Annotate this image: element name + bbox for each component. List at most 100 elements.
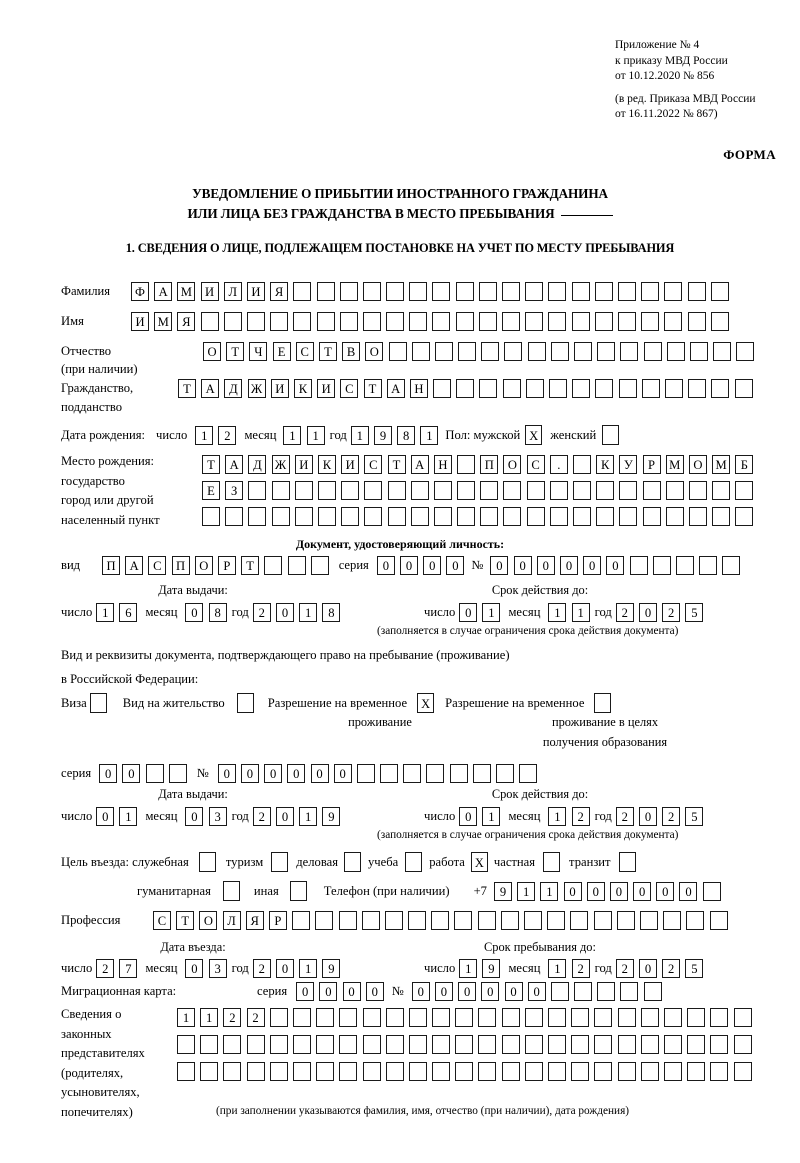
- surname-boxes-cell[interactable]: А: [154, 282, 173, 301]
- migration-series-boxes-cell[interactable]: 0: [319, 982, 338, 1001]
- birthplace-boxes-1-cell[interactable]: У: [619, 455, 638, 474]
- identity-kind-boxes-cell[interactable]: Р: [217, 556, 236, 575]
- profession-boxes-cell[interactable]: [292, 911, 311, 930]
- birthplace-boxes-2-cell[interactable]: [364, 481, 383, 500]
- citizenship-boxes-cell[interactable]: А: [386, 379, 405, 398]
- stay-number-boxes-cell[interactable]: 0: [240, 764, 259, 783]
- birthplace-boxes-3-cell[interactable]: [688, 507, 707, 526]
- migration-number-boxes-cell[interactable]: [643, 982, 662, 1001]
- stay-number-boxes-cell[interactable]: [356, 764, 375, 783]
- patronymic-boxes-cell[interactable]: [643, 342, 662, 361]
- representatives-boxes-2-cell[interactable]: [687, 1035, 706, 1054]
- migration-number-boxes-cell[interactable]: [597, 982, 616, 1001]
- representatives-boxes-2-cell[interactable]: [385, 1035, 404, 1054]
- birthplace-boxes-1-cell[interactable]: Н: [433, 455, 452, 474]
- identity-kind-boxes-cell[interactable]: [287, 556, 306, 575]
- representatives-boxes-3-cell[interactable]: [408, 1062, 427, 1081]
- profession-boxes-cell[interactable]: [547, 911, 566, 930]
- patronymic-boxes-cell[interactable]: [736, 342, 755, 361]
- surname-boxes-cell[interactable]: Я: [270, 282, 289, 301]
- stay-number-boxes-cell[interactable]: [426, 764, 445, 783]
- surname-boxes-cell[interactable]: [687, 282, 706, 301]
- migration-number-boxes-cell[interactable]: [620, 982, 639, 1001]
- representatives-boxes-3-cell[interactable]: [246, 1062, 265, 1081]
- birthplace-boxes-1-cell[interactable]: А: [410, 455, 429, 474]
- stay-series-boxes-cell[interactable]: 0: [99, 764, 118, 783]
- phone-boxes-cell[interactable]: 0: [563, 881, 582, 901]
- representatives-boxes-3-cell[interactable]: [455, 1062, 474, 1081]
- firstname-boxes-cell[interactable]: [293, 312, 312, 331]
- birthplace-boxes-3-cell[interactable]: [387, 507, 406, 526]
- phone-boxes-cell[interactable]: 1: [540, 881, 559, 901]
- representatives-boxes-3-cell[interactable]: [710, 1062, 729, 1081]
- birthplace-boxes-3-cell[interactable]: [294, 507, 313, 526]
- identity-kind-boxes-cell[interactable]: [310, 556, 329, 575]
- patronymic-boxes-cell[interactable]: Т: [226, 342, 245, 361]
- stay-until-year-boxes-cell[interactable]: 2: [615, 959, 634, 978]
- patronymic-boxes-cell[interactable]: [689, 342, 708, 361]
- birthdate-year-boxes-cell[interactable]: 8: [397, 425, 416, 445]
- surname-boxes-cell[interactable]: Ф: [131, 282, 149, 301]
- citizenship-boxes-cell[interactable]: Т: [363, 379, 382, 398]
- representatives-boxes-2-cell[interactable]: [617, 1035, 636, 1054]
- birthplace-boxes-2-cell[interactable]: [735, 481, 754, 500]
- firstname-boxes-cell[interactable]: М: [154, 312, 173, 331]
- phone-boxes-cell[interactable]: 9: [493, 881, 512, 901]
- identity-kind-boxes-cell[interactable]: П: [102, 556, 120, 575]
- surname-boxes-cell[interactable]: [409, 282, 428, 301]
- patronymic-boxes-cell[interactable]: Е: [272, 342, 291, 361]
- stay-until-day-boxes-cell[interactable]: 9: [482, 959, 501, 978]
- identity-number-boxes-cell[interactable]: [699, 556, 718, 575]
- representatives-boxes-2-cell[interactable]: [640, 1035, 659, 1054]
- birthplace-boxes-2-cell[interactable]: [457, 481, 476, 500]
- birthplace-boxes-2-cell[interactable]: [317, 481, 336, 500]
- patronymic-boxes-cell[interactable]: [411, 342, 430, 361]
- firstname-boxes-cell[interactable]: [386, 312, 405, 331]
- identity-number-boxes-cell[interactable]: 0: [583, 556, 602, 575]
- birthplace-boxes-1-cell[interactable]: Ж: [271, 455, 290, 474]
- purpose-work-checkbox[interactable]: X: [470, 852, 488, 872]
- identity-number-boxes-cell[interactable]: [652, 556, 671, 575]
- stay-until-year-boxes-cell[interactable]: 5: [685, 959, 704, 978]
- birthplace-boxes-2-cell[interactable]: [526, 481, 545, 500]
- patronymic-boxes-cell[interactable]: В: [342, 342, 361, 361]
- identity-valid-month-boxes-cell[interactable]: 1: [548, 603, 567, 622]
- representatives-boxes-1-cell[interactable]: [687, 1008, 706, 1027]
- profession-boxes-cell[interactable]: Я: [245, 911, 264, 930]
- stay-series-boxes-cell[interactable]: [168, 764, 187, 783]
- birthdate-year-boxes-cell[interactable]: 9: [374, 425, 393, 445]
- surname-boxes-cell[interactable]: [617, 282, 636, 301]
- firstname-boxes-cell[interactable]: [316, 312, 335, 331]
- surname-boxes-cell[interactable]: Л: [223, 282, 242, 301]
- firstname-boxes-cell[interactable]: [571, 312, 590, 331]
- profession-boxes-cell[interactable]: [593, 911, 612, 930]
- firstname-boxes-cell[interactable]: [664, 312, 683, 331]
- identity-valid-year-boxes-cell[interactable]: 0: [639, 603, 658, 622]
- representatives-boxes-3-cell[interactable]: [733, 1062, 752, 1081]
- patronymic-boxes-cell[interactable]: [713, 342, 732, 361]
- identity-kind-boxes-cell[interactable]: А: [125, 556, 144, 575]
- citizenship-boxes-cell[interactable]: Д: [224, 379, 243, 398]
- representatives-boxes-1-cell[interactable]: [316, 1008, 335, 1027]
- entry-year-boxes-cell[interactable]: 1: [299, 959, 318, 978]
- representatives-boxes-3-cell[interactable]: [223, 1062, 242, 1081]
- patronymic-boxes-cell[interactable]: [550, 342, 569, 361]
- identity-number-boxes-cell[interactable]: [675, 556, 694, 575]
- citizenship-boxes-cell[interactable]: А: [201, 379, 220, 398]
- patronymic-boxes-cell[interactable]: [597, 342, 616, 361]
- birthplace-boxes-2-cell[interactable]: [271, 481, 290, 500]
- birthdate-month-boxes-cell[interactable]: 1: [306, 425, 325, 445]
- purpose-transit-checkbox[interactable]: [618, 852, 636, 872]
- birthplace-boxes-1-cell[interactable]: Д: [248, 455, 267, 474]
- representatives-boxes-3-cell[interactable]: [339, 1062, 358, 1081]
- representatives-boxes-1-cell[interactable]: [640, 1008, 659, 1027]
- migration-number-boxes-cell[interactable]: 0: [527, 982, 546, 1001]
- temp-residence-checkbox[interactable]: X: [417, 693, 435, 713]
- representatives-boxes-2-cell[interactable]: [571, 1035, 590, 1054]
- representatives-boxes-3-cell[interactable]: [200, 1062, 219, 1081]
